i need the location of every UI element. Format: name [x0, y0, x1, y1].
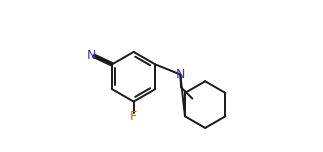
- Text: N: N: [86, 49, 96, 62]
- Text: N: N: [176, 68, 185, 81]
- Text: F: F: [130, 110, 137, 123]
